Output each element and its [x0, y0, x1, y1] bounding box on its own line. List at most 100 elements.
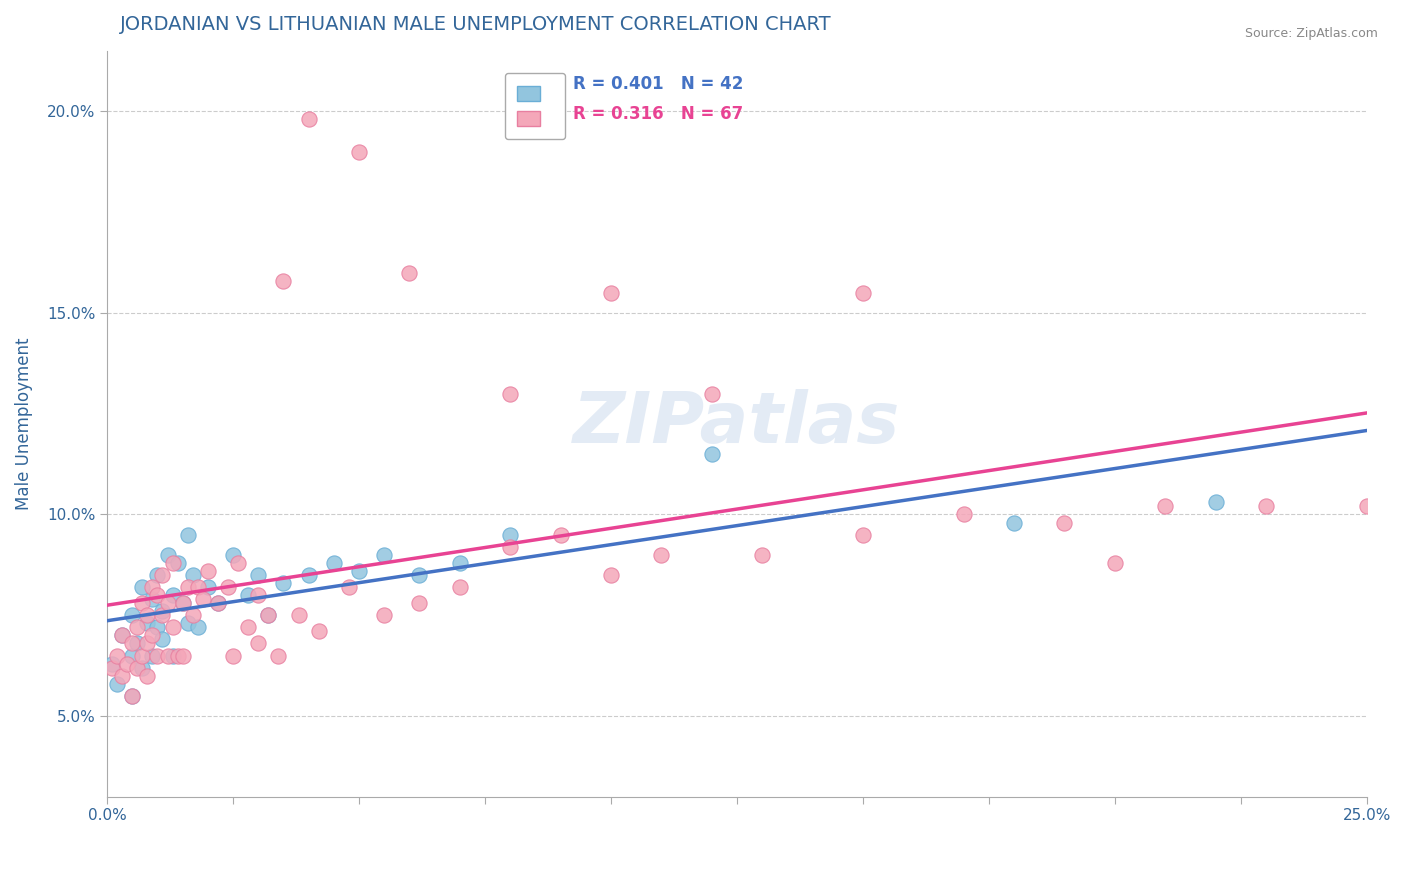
Jordanians	[146, 620, 169, 634]
Lithuanians	[181, 608, 204, 623]
Lithuanians	[131, 596, 153, 610]
Lithuanians	[247, 588, 270, 602]
Lithuanians	[1254, 500, 1277, 514]
Lithuanians	[600, 568, 623, 582]
Lithuanians	[156, 648, 179, 663]
Lithuanians	[115, 657, 138, 671]
Lithuanians	[191, 592, 214, 607]
Jordanians	[141, 648, 163, 663]
Text: Source: ZipAtlas.com: Source: ZipAtlas.com	[1244, 27, 1378, 40]
Lithuanians	[207, 596, 229, 610]
Jordanians	[222, 548, 245, 562]
Lithuanians	[247, 636, 270, 650]
Lithuanians	[287, 608, 309, 623]
Jordanians	[449, 556, 471, 570]
Lithuanians	[1154, 500, 1177, 514]
Lithuanians	[298, 112, 321, 127]
Jordanians	[1205, 495, 1227, 509]
Lithuanians	[152, 608, 174, 623]
Jordanians	[1002, 516, 1025, 530]
Legend: , : ,	[505, 73, 565, 139]
Lithuanians	[141, 628, 163, 642]
Lithuanians	[217, 580, 239, 594]
Jordanians	[162, 588, 184, 602]
Lithuanians	[111, 628, 134, 642]
Jordanians	[121, 648, 143, 663]
Jordanians	[131, 580, 153, 594]
Lithuanians	[449, 580, 471, 594]
Lithuanians	[1104, 556, 1126, 570]
Jordanians	[105, 677, 128, 691]
Lithuanians	[952, 508, 974, 522]
Lithuanians	[105, 648, 128, 663]
Lithuanians	[131, 648, 153, 663]
Jordanians	[322, 556, 344, 570]
Jordanians	[238, 588, 260, 602]
Jordanians	[176, 527, 198, 541]
Lithuanians	[1053, 516, 1076, 530]
Lithuanians	[187, 580, 209, 594]
Lithuanians	[751, 548, 773, 562]
Lithuanians	[499, 386, 522, 401]
Jordanians	[136, 616, 159, 631]
Lithuanians	[172, 596, 194, 610]
Lithuanians	[499, 540, 522, 554]
Jordanians	[111, 628, 134, 642]
Jordanians	[156, 548, 179, 562]
Text: R = 0.401   N = 42: R = 0.401 N = 42	[574, 76, 744, 94]
Lithuanians	[373, 608, 395, 623]
Lithuanians	[121, 689, 143, 703]
Lithuanians	[162, 620, 184, 634]
Lithuanians	[337, 580, 360, 594]
Lithuanians	[1355, 500, 1378, 514]
Jordanians	[166, 556, 188, 570]
Lithuanians	[172, 648, 194, 663]
Jordanians	[172, 596, 194, 610]
Lithuanians	[852, 527, 875, 541]
Jordanians	[197, 580, 219, 594]
Jordanians	[152, 604, 174, 618]
Lithuanians	[136, 608, 159, 623]
Lithuanians	[852, 285, 875, 300]
Jordanians	[101, 657, 124, 671]
Lithuanians	[238, 620, 260, 634]
Jordanians	[146, 568, 169, 582]
Jordanians	[700, 447, 723, 461]
Lithuanians	[408, 596, 430, 610]
Lithuanians	[700, 386, 723, 401]
Lithuanians	[127, 661, 149, 675]
Jordanians	[187, 620, 209, 634]
Jordanians	[181, 568, 204, 582]
Jordanians	[207, 596, 229, 610]
Lithuanians	[197, 564, 219, 578]
Lithuanians	[162, 556, 184, 570]
Jordanians	[141, 592, 163, 607]
Lithuanians	[550, 527, 572, 541]
Lithuanians	[226, 556, 249, 570]
Text: R = 0.316   N = 67: R = 0.316 N = 67	[574, 105, 744, 123]
Lithuanians	[127, 620, 149, 634]
Lithuanians	[146, 648, 169, 663]
Lithuanians	[136, 669, 159, 683]
Text: JORDANIAN VS LITHUANIAN MALE UNEMPLOYMENT CORRELATION CHART: JORDANIAN VS LITHUANIAN MALE UNEMPLOYMEN…	[120, 15, 831, 34]
Lithuanians	[166, 648, 188, 663]
Lithuanians	[111, 669, 134, 683]
Lithuanians	[146, 588, 169, 602]
Jordanians	[152, 632, 174, 647]
Lithuanians	[600, 285, 623, 300]
Jordanians	[257, 608, 280, 623]
Lithuanians	[176, 580, 198, 594]
Lithuanians	[136, 636, 159, 650]
Lithuanians	[101, 661, 124, 675]
Jordanians	[176, 616, 198, 631]
Lithuanians	[156, 596, 179, 610]
Y-axis label: Male Unemployment: Male Unemployment	[15, 337, 32, 510]
Jordanians	[131, 661, 153, 675]
Jordanians	[373, 548, 395, 562]
Text: ZIPatlas: ZIPatlas	[574, 389, 901, 458]
Jordanians	[162, 648, 184, 663]
Jordanians	[273, 576, 295, 591]
Lithuanians	[222, 648, 245, 663]
Lithuanians	[121, 636, 143, 650]
Lithuanians	[650, 548, 672, 562]
